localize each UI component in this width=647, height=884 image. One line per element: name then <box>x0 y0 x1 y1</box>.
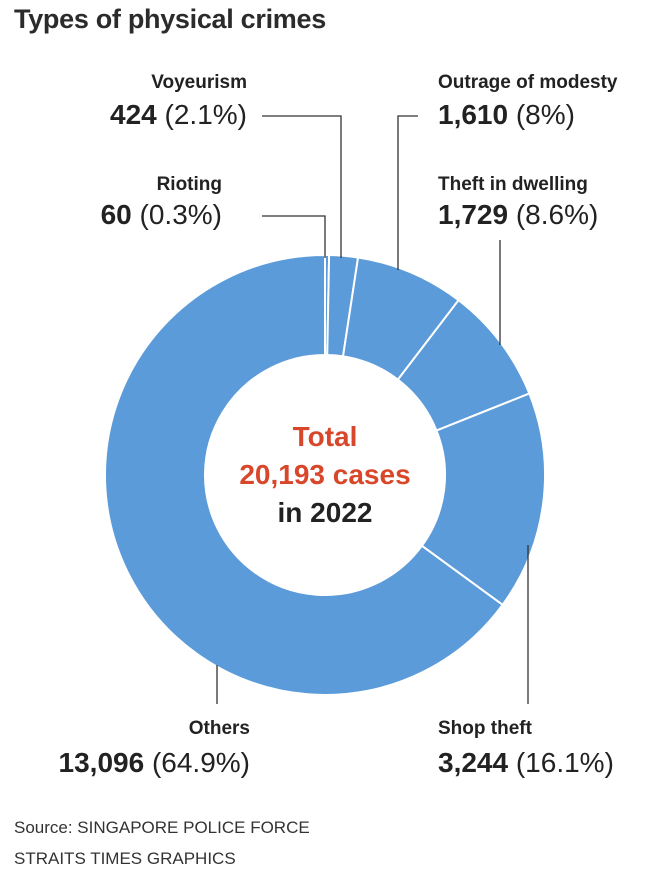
chart-title: Types of physical crimes <box>14 4 326 34</box>
slice-count-voyeurism: 424 <box>110 99 165 130</box>
slice-name-outrage-of-modesty: Outrage of modesty <box>438 72 618 93</box>
donut-slices <box>104 253 546 696</box>
slice-value-outrage-of-modesty: 1,610 (8%) <box>438 99 575 130</box>
slice-percent-theft-in-dwelling: (8.6%) <box>516 199 598 230</box>
center-label: Total 20,193 cases in 2022 <box>239 421 410 528</box>
slice-name-others: Others <box>189 718 250 739</box>
slice-name-rioting: Rioting <box>157 174 222 195</box>
donut-chart: Rioting 60 (0.3%) Voyeurism 424 (2.1%) Outra… <box>59 72 618 778</box>
center-total-label: Total <box>293 421 358 452</box>
source-note: Source: SINGAPORE POLICE FORCE <box>14 818 310 837</box>
slice-count-theft-in-dwelling: 1,729 <box>438 199 516 230</box>
slice-count-shop-theft: 3,244 <box>438 747 516 778</box>
leader-lines <box>216 115 529 704</box>
slice-labels: Rioting 60 (0.3%) Voyeurism 424 (2.1%) Outra… <box>59 72 618 778</box>
leader-line-rioting <box>262 215 326 258</box>
slice-name-theft-in-dwelling: Theft in dwelling <box>438 174 588 195</box>
slice-name-shop-theft: Shop theft <box>438 718 533 739</box>
slice-value-voyeurism: 424 (2.1%) <box>110 99 247 130</box>
slice-others <box>104 253 504 696</box>
slice-value-theft-in-dwelling: 1,729 (8.6%) <box>438 199 598 230</box>
slice-percent-rioting: (0.3%) <box>140 199 222 230</box>
slice-count-others: 13,096 <box>59 747 152 778</box>
center-cases-label: 20,193 cases <box>239 459 410 490</box>
leader-line-voyeurism <box>262 115 342 258</box>
slice-value-others: 13,096 (64.9%) <box>59 747 250 778</box>
slice-count-rioting: 60 <box>101 199 140 230</box>
slice-value-rioting: 60 (0.3%) <box>101 199 222 230</box>
leader-line-outrage-of-modesty <box>397 115 418 270</box>
slice-percent-shop-theft: (16.1%) <box>516 747 614 778</box>
slice-percent-others: (64.9%) <box>152 747 250 778</box>
credit-note: STRAITS TIMES GRAPHICS <box>14 849 236 868</box>
slice-percent-voyeurism: (2.1%) <box>165 99 247 130</box>
slice-percent-outrage-of-modesty: (8%) <box>516 99 575 130</box>
slice-count-outrage-of-modesty: 1,610 <box>438 99 516 130</box>
slice-value-shop-theft: 3,244 (16.1%) <box>438 747 614 778</box>
center-year-label: in 2022 <box>278 497 373 528</box>
slice-name-voyeurism: Voyeurism <box>151 72 247 93</box>
